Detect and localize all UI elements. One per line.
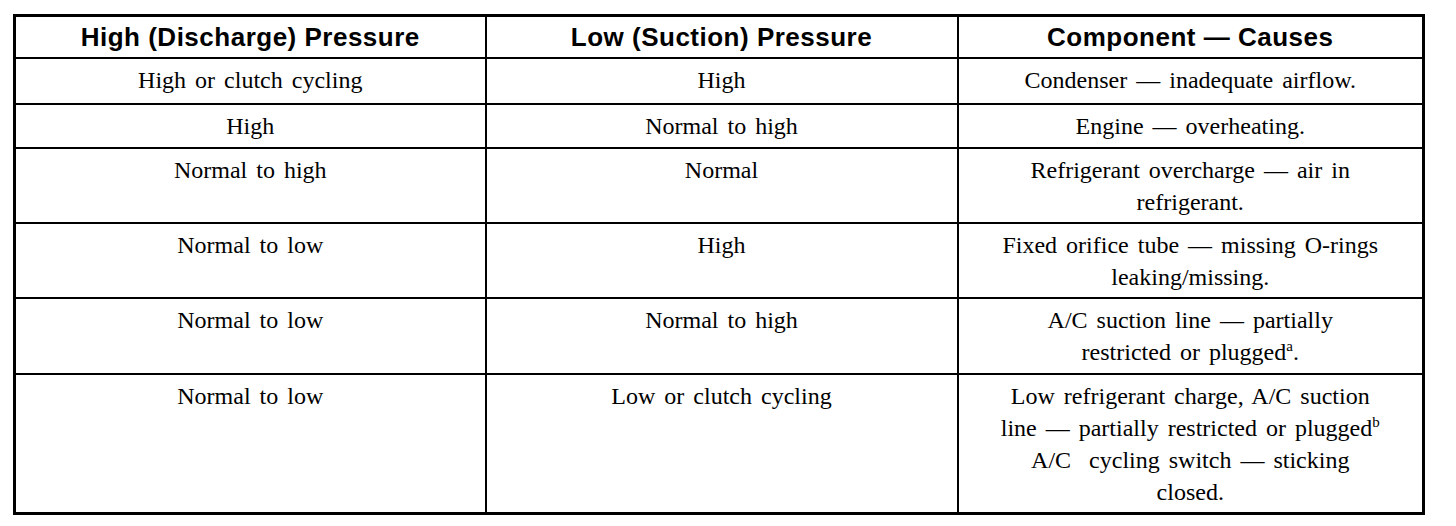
cell-low-pressure: High (486, 58, 958, 104)
component-text: restricted or plugged (1082, 339, 1287, 365)
table-header-row: High (Discharge) Pressure Low (Suction) … (15, 16, 1424, 59)
component-text: Refrigerant overcharge — air in (1031, 157, 1350, 183)
component-line: refrigerant. (969, 186, 1413, 218)
cell-low-pressure: Low or clutch cycling (486, 374, 958, 514)
component-text: line — partially restricted or plugged (1001, 415, 1373, 441)
cell-high-pressure: Normal to high (15, 148, 486, 223)
cell-component-causes: Fixed orifice tube — missing O-rings lea… (958, 223, 1424, 298)
footnote-marker-b: b (1372, 414, 1380, 430)
component-line: A/C suction line — partially (969, 304, 1413, 336)
footnote-marker-a: a (1286, 338, 1293, 354)
component-line: closed. (969, 476, 1413, 508)
component-text: leaking/missing. (1111, 264, 1269, 290)
component-line: Fixed orifice tube — missing O-rings (969, 229, 1413, 261)
component-text: refrigerant. (1137, 189, 1244, 215)
table-row: High or clutch cycling High Condenser — … (15, 58, 1424, 104)
cell-component-causes: Low refrigerant charge, A/C suction line… (958, 374, 1424, 514)
component-line: Condenser — inadequate airflow. (969, 64, 1413, 96)
cell-component-causes: Refrigerant overcharge — air in refriger… (958, 148, 1424, 223)
table-row: Normal to low Low or clutch cycling Low … (15, 374, 1424, 514)
document-page: High (Discharge) Pressure Low (Suction) … (0, 0, 1456, 526)
table-row: High Normal to high Engine — overheating… (15, 104, 1424, 148)
cell-high-pressure: Normal to low (15, 374, 486, 514)
cell-low-pressure: Normal to high (486, 104, 958, 148)
header-high-discharge-pressure: High (Discharge) Pressure (15, 16, 486, 59)
ac-pressure-diagnosis-table: High (Discharge) Pressure Low (Suction) … (13, 14, 1425, 515)
cell-high-pressure: Normal to low (15, 223, 486, 298)
component-line: A/C cycling switch — sticking (969, 444, 1413, 476)
component-text: A/C cycling switch — sticking (1031, 447, 1349, 473)
table-row: Normal to high Normal Refrigerant overch… (15, 148, 1424, 223)
cell-low-pressure: High (486, 223, 958, 298)
cell-component-causes: Condenser — inadequate airflow. (958, 58, 1424, 104)
header-component-causes: Component — Causes (958, 16, 1424, 59)
table-row: Normal to low High Fixed orifice tube — … (15, 223, 1424, 298)
cell-high-pressure: High (15, 104, 486, 148)
component-text: Fixed orifice tube — missing O-rings (1002, 232, 1378, 258)
component-text: A/C suction line — partially (1048, 307, 1333, 333)
cell-low-pressure: Normal to high (486, 298, 958, 374)
component-line: line — partially restricted or pluggedb (969, 412, 1413, 444)
component-text-tail: . (1293, 339, 1299, 365)
component-line: Low refrigerant charge, A/C suction (969, 380, 1413, 412)
component-line: Refrigerant overcharge — air in (969, 154, 1413, 186)
component-text: Low refrigerant charge, A/C suction (1011, 383, 1370, 409)
cell-component-causes: A/C suction line — partially restricted … (958, 298, 1424, 374)
table-row: Normal to low Normal to high A/C suction… (15, 298, 1424, 374)
component-line: leaking/missing. (969, 261, 1413, 293)
component-text: Engine — overheating. (1076, 113, 1305, 139)
component-line: restricted or pluggeda. (969, 336, 1413, 368)
cell-low-pressure: Normal (486, 148, 958, 223)
header-low-suction-pressure: Low (Suction) Pressure (486, 16, 958, 59)
component-text: closed. (1157, 479, 1224, 505)
component-text: Condenser — inadequate airflow. (1025, 67, 1356, 93)
component-line: Engine — overheating. (969, 110, 1413, 142)
cell-component-causes: Engine — overheating. (958, 104, 1424, 148)
cell-high-pressure: Normal to low (15, 298, 486, 374)
cell-high-pressure: High or clutch cycling (15, 58, 486, 104)
